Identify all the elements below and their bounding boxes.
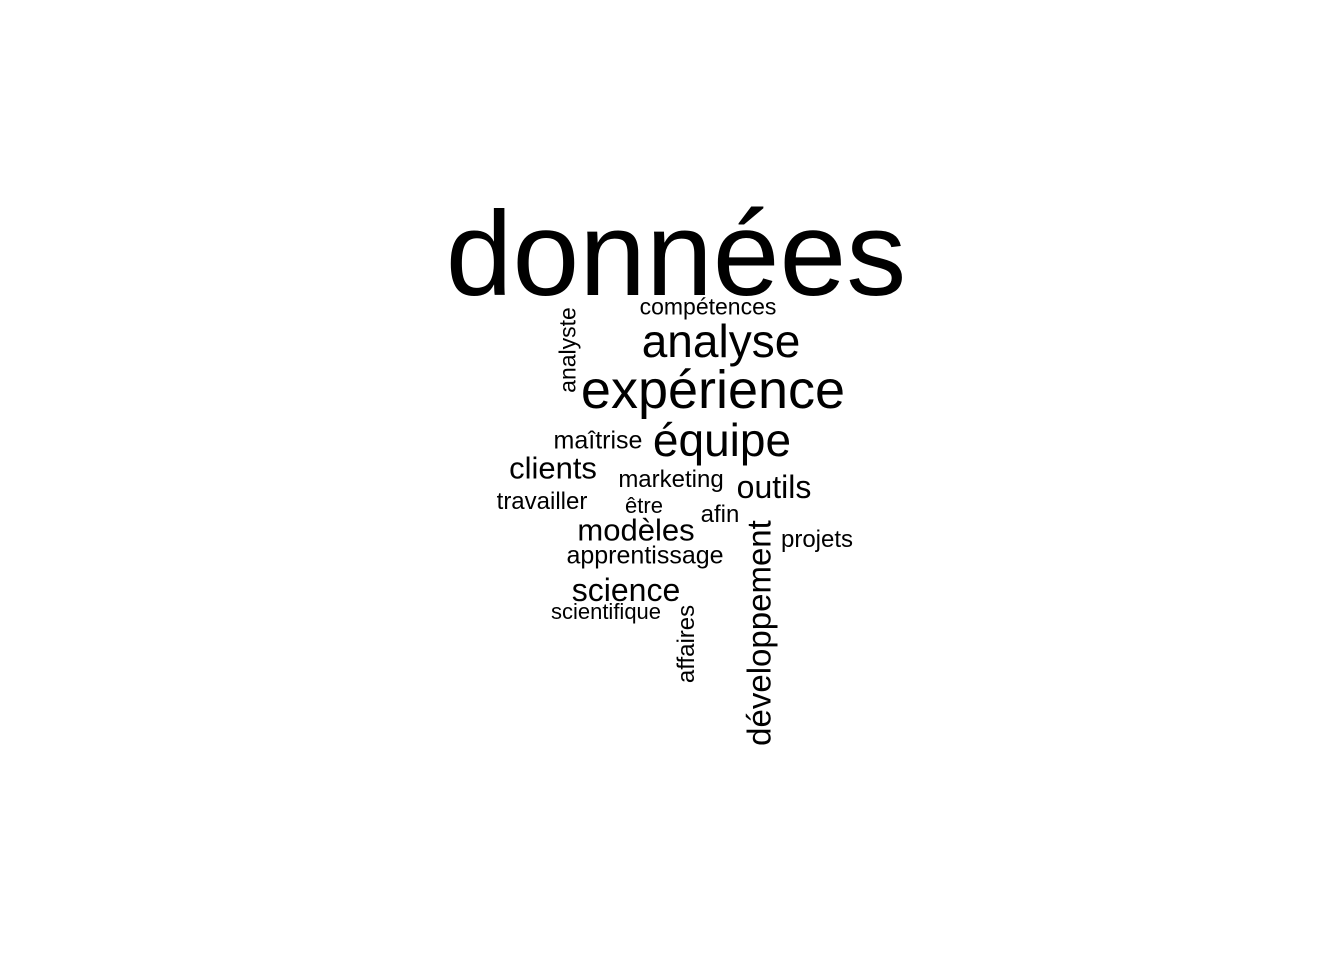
word-14: travailler	[496, 488, 588, 515]
word-11: maîtrise	[553, 426, 643, 455]
word-1: expérience	[580, 360, 846, 420]
word-10: apprentissage	[566, 541, 724, 570]
word-4: développement	[740, 520, 778, 746]
word-19: scientifique	[550, 599, 662, 624]
word-7: modèles	[577, 512, 695, 548]
word-12: marketing	[618, 466, 724, 493]
word-6: science	[571, 572, 681, 608]
word-15: projets	[780, 526, 854, 553]
word-9: affaires	[673, 604, 700, 684]
word-3: équipe	[652, 414, 792, 466]
word-0: données	[445, 187, 907, 321]
word-5: outils	[736, 469, 812, 505]
word-18: être	[625, 493, 663, 518]
word-17: compétences	[639, 293, 777, 320]
word-8: clients	[509, 450, 597, 486]
word-16: analyste	[554, 307, 581, 393]
word-13: afin	[700, 501, 740, 528]
word-2: analyse	[641, 315, 801, 367]
